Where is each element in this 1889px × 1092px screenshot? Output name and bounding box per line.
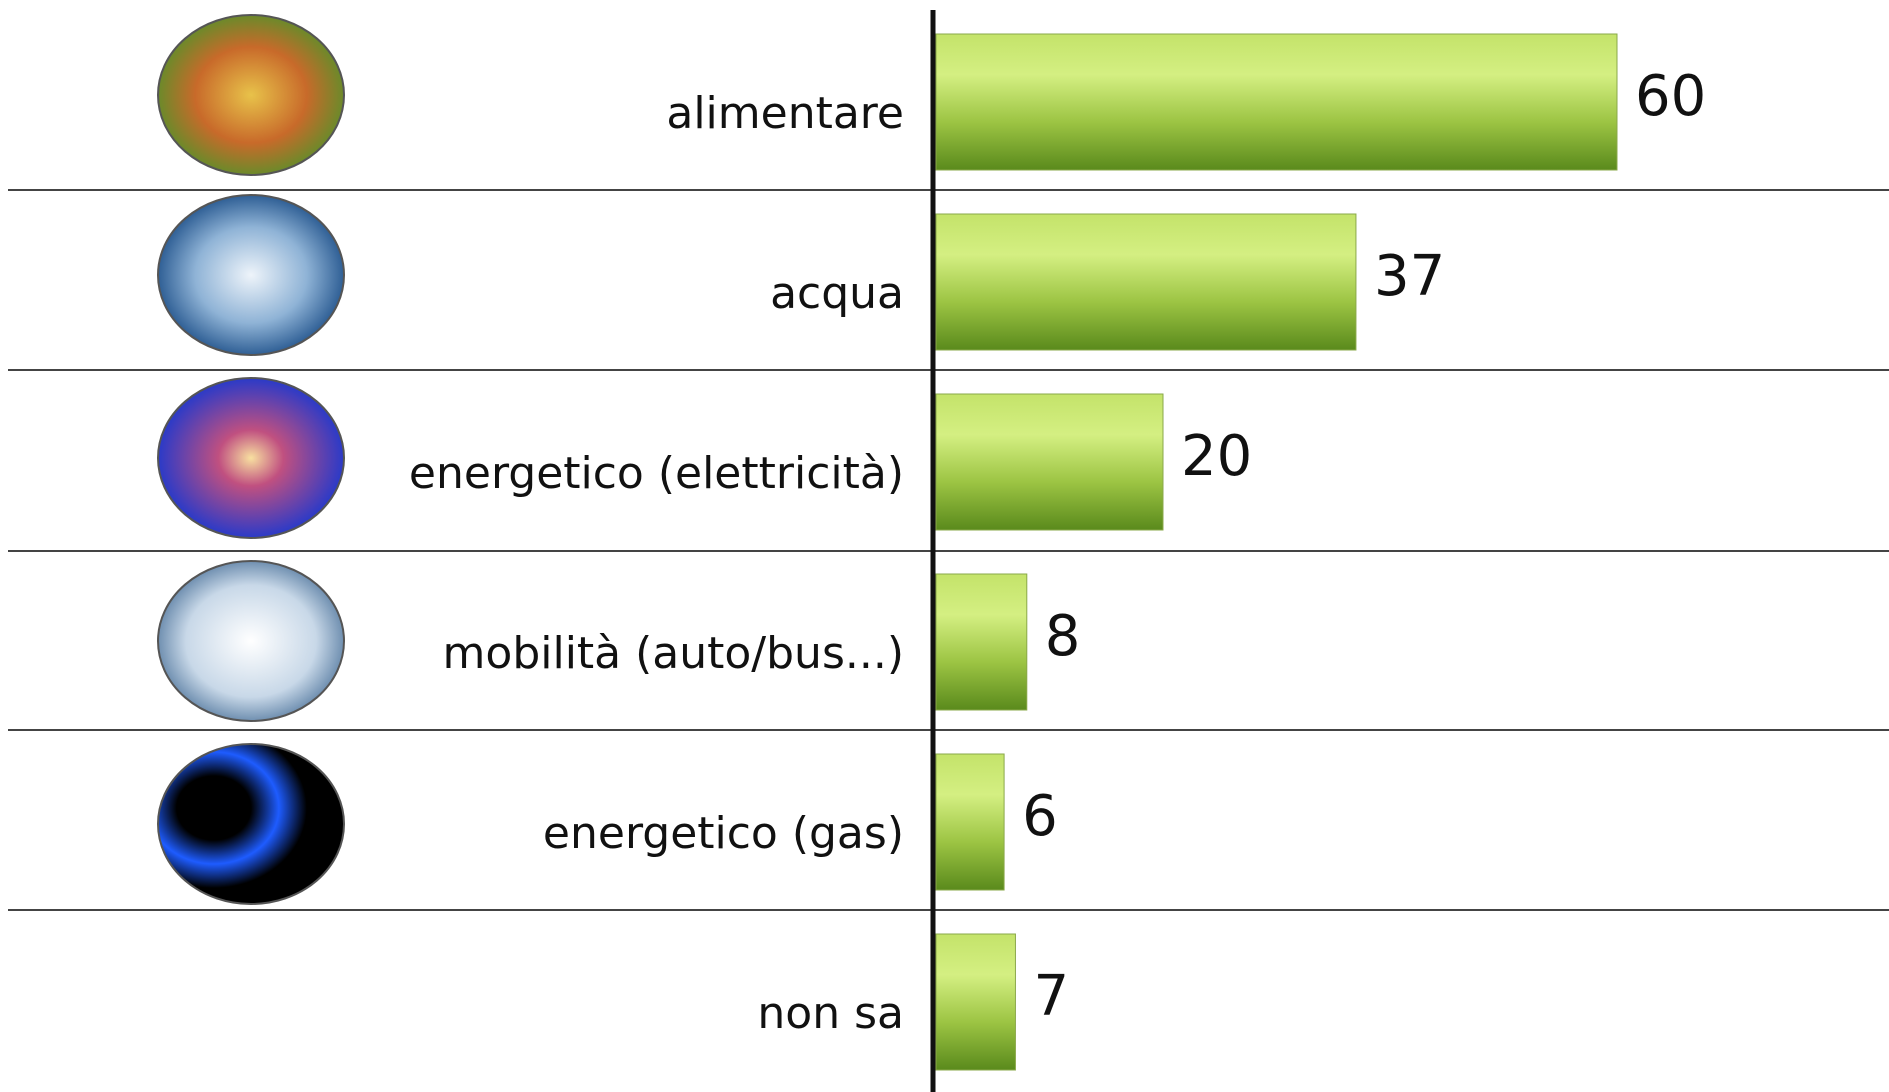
bar — [935, 213, 1357, 351]
category-label: energetico (elettricità) — [409, 448, 904, 499]
row-separators — [8, 189, 1889, 911]
value-label: 7 — [1033, 964, 1069, 1029]
category-label: alimentare — [666, 88, 904, 139]
value-label: 8 — [1045, 604, 1081, 669]
icon-water — [157, 194, 345, 356]
icon-gas — [157, 743, 345, 905]
value-label: 20 — [1181, 424, 1252, 489]
value-label: 37 — [1374, 244, 1445, 309]
category-label: acqua — [770, 268, 904, 319]
value-label: 60 — [1635, 64, 1706, 129]
category-label: mobilità (auto/bus...) — [443, 628, 904, 679]
icon-food — [157, 14, 345, 176]
bar — [935, 393, 1164, 531]
icon-mobility — [157, 560, 345, 722]
category-label: non sa — [757, 988, 904, 1039]
category-label: energetico (gas) — [543, 808, 904, 859]
icon-electricity — [157, 377, 345, 539]
icons — [157, 14, 345, 905]
bar — [935, 933, 1016, 1071]
bar — [935, 573, 1028, 711]
value-label: 6 — [1022, 784, 1058, 849]
bar — [935, 753, 1005, 891]
bar — [935, 33, 1618, 171]
